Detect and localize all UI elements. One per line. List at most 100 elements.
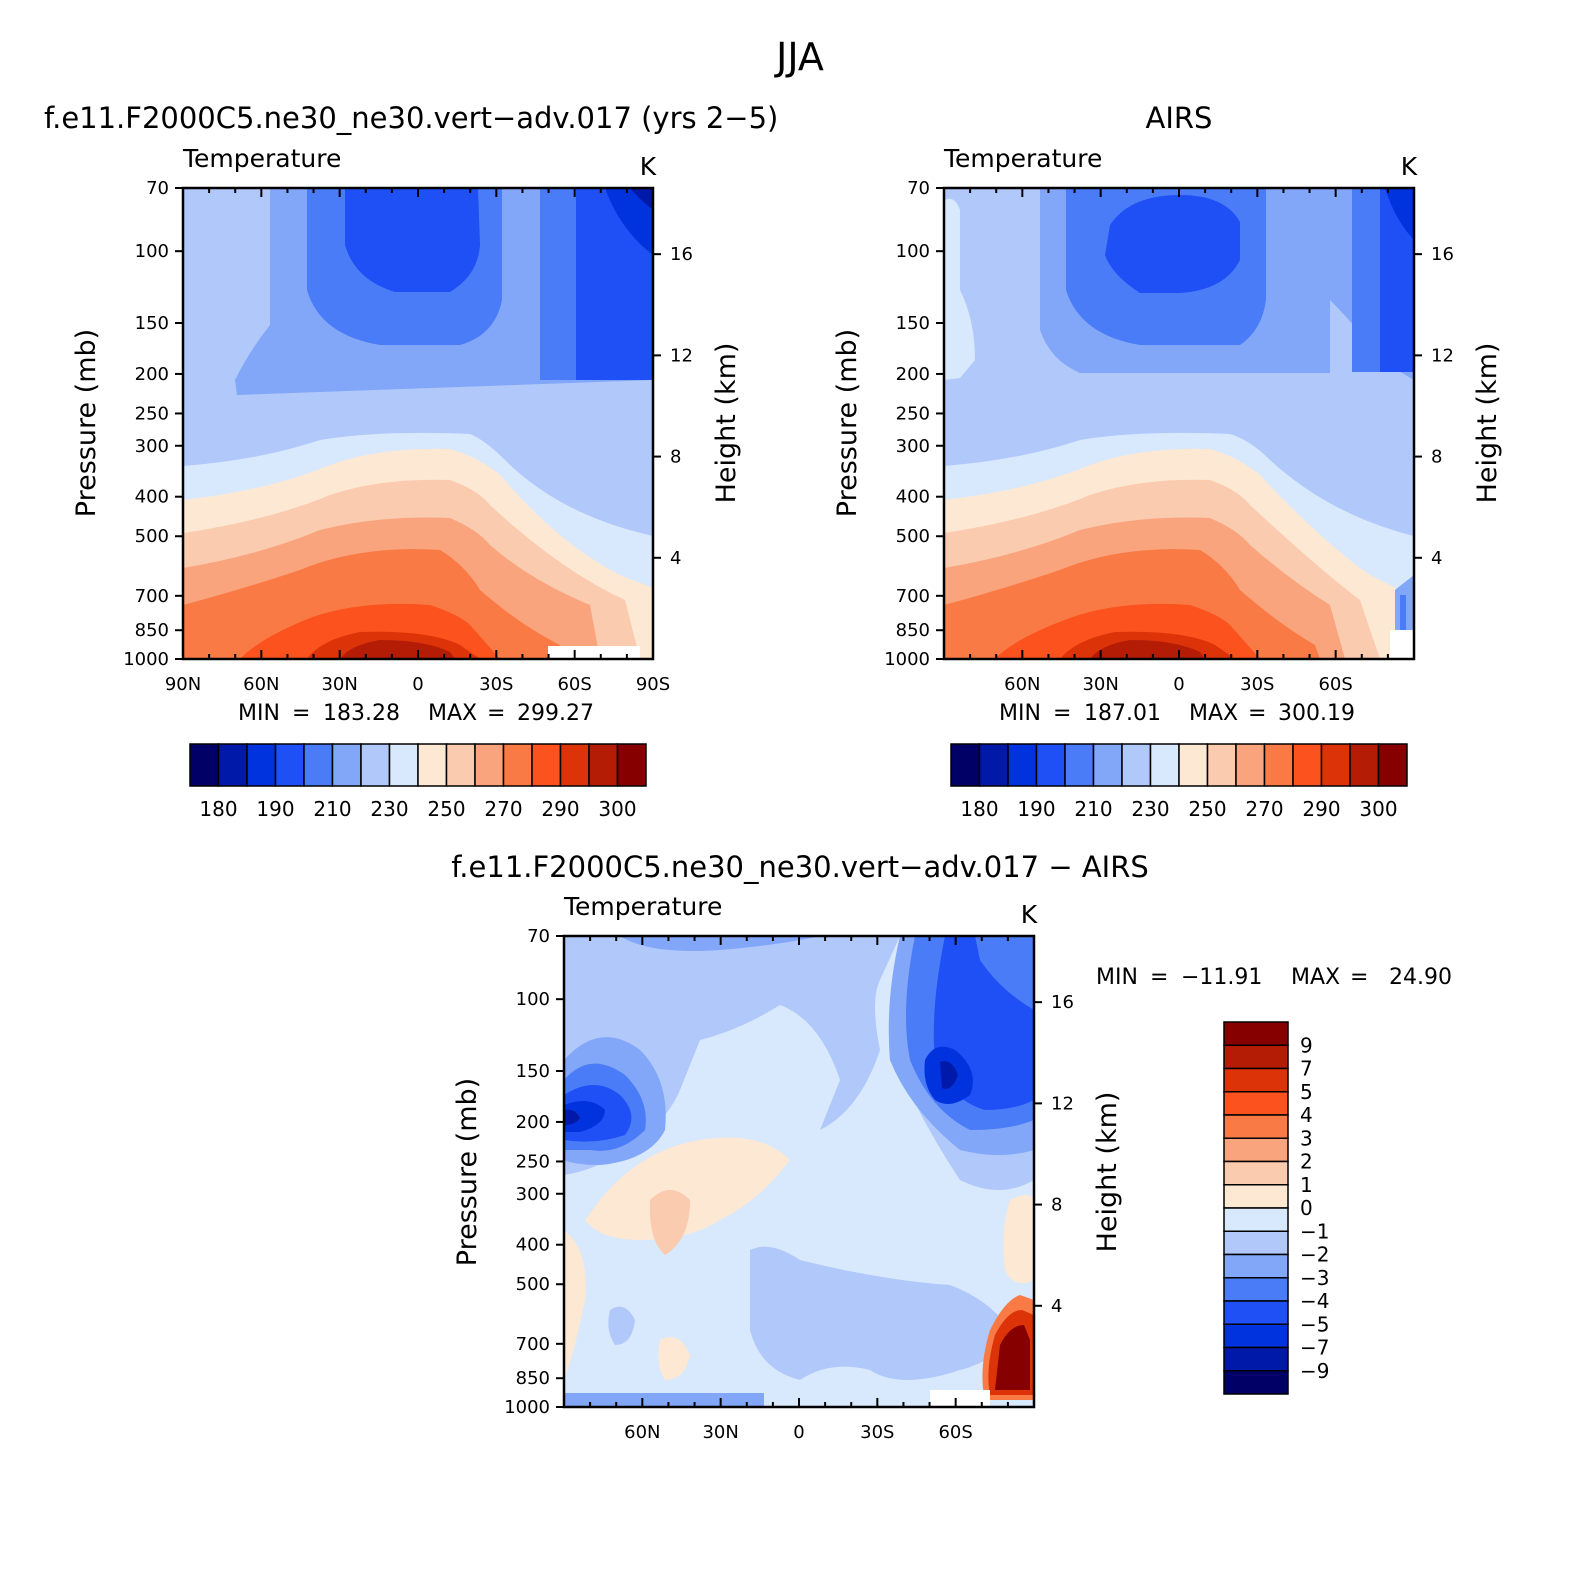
colorbar-label: −2 bbox=[1300, 1243, 1329, 1267]
model-contour-field bbox=[183, 188, 653, 659]
diff-y-axis: 70 100 150 200 250 300 400 500 700 850 1000 bbox=[504, 926, 564, 1418]
colorbar-label: 300 bbox=[1359, 797, 1397, 821]
x-tick-label: 30N bbox=[321, 674, 357, 695]
obs-max-label: MAX bbox=[1189, 701, 1238, 726]
height-tick-label: 16 bbox=[1431, 244, 1454, 265]
x-tick-label: 60N bbox=[1004, 674, 1040, 695]
colorbar-label: 190 bbox=[1017, 797, 1055, 821]
colorbar-box bbox=[1223, 1184, 1289, 1209]
colorbar-box bbox=[1121, 743, 1152, 787]
colorbar-box bbox=[417, 743, 448, 787]
height-tick-label: 12 bbox=[670, 345, 693, 366]
model-colorbar: 180 190 210 230 250 270 290 300 bbox=[189, 743, 647, 821]
y-tick-label: 200 bbox=[135, 364, 169, 385]
y-tick-label: 250 bbox=[896, 403, 930, 424]
x-tick-label: 60S bbox=[938, 1422, 972, 1443]
y-tick-label: 1000 bbox=[123, 649, 169, 670]
colorbar-box bbox=[1223, 1253, 1289, 1279]
height-tick-label: 4 bbox=[1431, 548, 1442, 569]
colorbar-box bbox=[189, 743, 220, 787]
colorbar-box bbox=[1223, 1114, 1289, 1139]
x-tick-label: 60S bbox=[1318, 674, 1352, 695]
x-tick-label: 0 bbox=[412, 674, 423, 695]
colorbar-label: 2 bbox=[1300, 1150, 1313, 1174]
diff-min-label: MIN bbox=[1096, 965, 1138, 990]
x-tick-label: 30S bbox=[1240, 674, 1274, 695]
panel-model: f.e11.F2000C5.ne30_ne30.vert−adv.017 (yr… bbox=[44, 101, 778, 821]
colorbar-box bbox=[559, 743, 590, 787]
height-tick-label: 12 bbox=[1051, 1093, 1074, 1114]
model-max-label: MAX bbox=[428, 701, 477, 726]
colorbar-label: −1 bbox=[1300, 1219, 1329, 1243]
y-tick-label: 700 bbox=[896, 586, 930, 607]
colorbar-label: 300 bbox=[598, 797, 636, 821]
colorbar-box bbox=[331, 743, 362, 787]
obs-min-eq: = bbox=[1053, 701, 1071, 726]
colorbar-box bbox=[1320, 743, 1351, 787]
colorbar-box bbox=[978, 743, 1009, 787]
colorbar-box bbox=[1223, 1021, 1289, 1046]
colorbar-box bbox=[531, 743, 562, 787]
y-tick-label: 300 bbox=[516, 1184, 550, 1205]
y-tick-label: 300 bbox=[896, 436, 930, 457]
colorbar-label: 230 bbox=[1131, 797, 1169, 821]
y-tick-label: 100 bbox=[516, 989, 550, 1010]
y-tick-label: 400 bbox=[516, 1235, 550, 1256]
diff-max-value: 24.90 bbox=[1389, 965, 1452, 990]
colorbar-box bbox=[1223, 1044, 1289, 1070]
colorbar-box bbox=[445, 743, 476, 787]
colorbar-label: −9 bbox=[1300, 1359, 1329, 1383]
colorbar-box bbox=[217, 743, 248, 787]
model-title: f.e11.F2000C5.ne30_ne30.vert−adv.017 (yr… bbox=[44, 101, 778, 135]
diff-height-axis-title: Height (km) bbox=[1092, 1092, 1123, 1253]
obs-colorbar: 180 190 210 230 250 270 290 300 bbox=[950, 743, 1408, 821]
y-tick-label: 1000 bbox=[504, 1397, 550, 1418]
y-tick-label: 150 bbox=[896, 313, 930, 334]
diff-max-label: MAX bbox=[1291, 965, 1340, 990]
obs-min-label: MIN bbox=[999, 701, 1041, 726]
colorbar-box bbox=[1223, 1277, 1289, 1302]
colorbar-box bbox=[360, 743, 391, 787]
model-max-eq: = bbox=[487, 701, 505, 726]
obs-height-axis-title: Height (km) bbox=[1472, 343, 1503, 504]
y-tick-label: 150 bbox=[516, 1061, 550, 1082]
y-tick-label: 70 bbox=[527, 926, 550, 947]
colorbar-label: 190 bbox=[256, 797, 294, 821]
colorbar-label: 3 bbox=[1300, 1126, 1313, 1150]
colorbar-box bbox=[388, 743, 419, 787]
colorbar-box bbox=[1035, 743, 1066, 787]
colorbar-box bbox=[1377, 743, 1408, 787]
colorbar-box bbox=[1292, 743, 1323, 787]
y-tick-label: 500 bbox=[135, 526, 169, 547]
x-tick-label: 90N bbox=[165, 674, 201, 695]
colorbar-box bbox=[1263, 743, 1294, 787]
diff-contour-field bbox=[564, 936, 1034, 1407]
x-tick-label: 30N bbox=[1082, 674, 1118, 695]
y-tick-label: 850 bbox=[896, 620, 930, 641]
colorbar-box bbox=[1223, 1067, 1289, 1093]
colorbar-label: −4 bbox=[1300, 1289, 1329, 1313]
colorbar-label: −7 bbox=[1300, 1336, 1329, 1360]
x-tick-label: 30N bbox=[702, 1422, 738, 1443]
y-tick-label: 70 bbox=[907, 178, 930, 199]
obs-max-eq: = bbox=[1248, 701, 1266, 726]
y-tick-label: 400 bbox=[896, 487, 930, 508]
colorbar-label: 210 bbox=[313, 797, 351, 821]
height-tick-label: 8 bbox=[1431, 447, 1442, 468]
colorbar-label: 210 bbox=[1074, 797, 1112, 821]
colorbar-label: 0 bbox=[1300, 1196, 1313, 1220]
obs-title: AIRS bbox=[1146, 101, 1213, 135]
colorbar-box bbox=[1223, 1323, 1289, 1349]
height-tick-label: 16 bbox=[1051, 992, 1074, 1013]
obs-variable-label: Temperature bbox=[943, 144, 1102, 173]
height-tick-label: 4 bbox=[670, 548, 681, 569]
y-tick-label: 100 bbox=[896, 241, 930, 262]
colorbar-label: 250 bbox=[1188, 797, 1226, 821]
colorbar-label: 250 bbox=[427, 797, 465, 821]
obs-min-value: 187.01 bbox=[1084, 701, 1161, 726]
height-tick-label: 8 bbox=[1051, 1195, 1062, 1216]
diff-y-axis-title: Pressure (mb) bbox=[452, 1078, 483, 1266]
model-variable-label: Temperature bbox=[182, 144, 341, 173]
colorbar-box bbox=[1223, 1370, 1289, 1395]
colorbar-box bbox=[1007, 743, 1038, 787]
